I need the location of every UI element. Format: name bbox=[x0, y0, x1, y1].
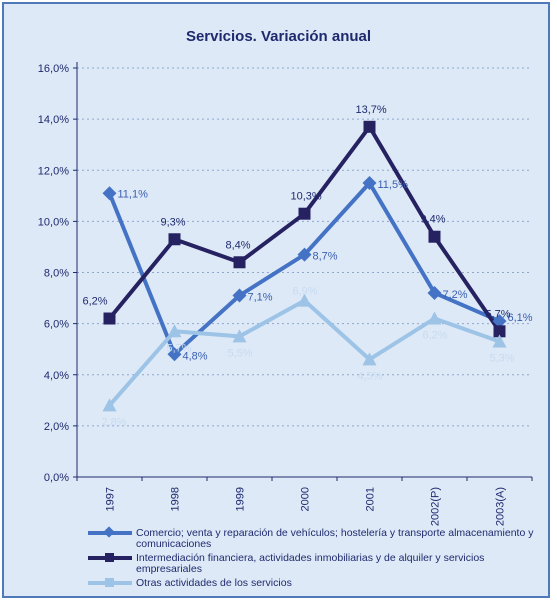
y-tick-label: 8,0% bbox=[44, 268, 69, 280]
y-tick-label: 4,0% bbox=[44, 370, 69, 382]
data-point bbox=[102, 186, 117, 201]
data-label: 6,9% bbox=[293, 286, 318, 298]
data-label: 9,3% bbox=[161, 216, 186, 228]
data-point bbox=[232, 288, 247, 303]
data-point bbox=[428, 230, 441, 243]
x-tick-label: 2003(A) bbox=[495, 487, 507, 526]
data-label: 6,2% bbox=[423, 330, 448, 342]
x-tick-label: 1997 bbox=[105, 487, 117, 511]
data-label: 4,5% bbox=[358, 370, 383, 382]
y-tick-label: 0,0% bbox=[44, 472, 69, 484]
data-label: 11,5% bbox=[378, 179, 409, 191]
legend-swatch-otras bbox=[88, 578, 132, 587]
legend-label-intermediacion: Intermediación financiera, actividades i… bbox=[136, 552, 485, 575]
legend-label-otras: Otras actividades de los servicios bbox=[136, 577, 292, 589]
legend-item-comercio: Comercio; venta y reparación de vehículo… bbox=[88, 528, 548, 550]
data-point bbox=[362, 176, 377, 191]
data-label: 5,5% bbox=[228, 347, 253, 359]
data-point bbox=[297, 293, 312, 307]
legend-label-comercio: Comercio; venta y reparación de vehículo… bbox=[136, 527, 534, 550]
data-point bbox=[492, 314, 507, 329]
data-label: 6,1% bbox=[508, 312, 533, 324]
data-point bbox=[232, 329, 247, 343]
legend-item-intermediacion: Intermediación financiera, actividades i… bbox=[88, 553, 548, 575]
data-label: 4,8% bbox=[183, 350, 208, 362]
legend-swatch-comercio bbox=[88, 531, 132, 535]
y-tick-label: 2,0% bbox=[44, 421, 69, 433]
data-point bbox=[493, 325, 506, 338]
data-label: 5,7% bbox=[486, 308, 511, 320]
data-label: 8,7% bbox=[313, 251, 338, 263]
chart-title: Servicios. Variación anual bbox=[185, 28, 372, 45]
y-tick-label: 10,0% bbox=[38, 216, 69, 228]
data-point bbox=[103, 312, 116, 325]
y-tick-label: 14,0% bbox=[38, 114, 69, 126]
data-point bbox=[363, 120, 376, 133]
data-label: 8,4% bbox=[226, 239, 251, 251]
data-point bbox=[168, 233, 181, 246]
data-point bbox=[233, 256, 246, 269]
data-label: 11,1% bbox=[118, 188, 149, 200]
data-point bbox=[297, 247, 312, 262]
x-tick-label: 1998 bbox=[170, 487, 182, 511]
x-tick-label: 2000 bbox=[300, 487, 312, 511]
data-point bbox=[362, 352, 377, 366]
data-label: 5,7% bbox=[167, 342, 192, 354]
legend: Comercio; venta y reparación de vehículo… bbox=[88, 528, 548, 592]
data-point bbox=[167, 324, 182, 338]
y-tick-label: 12,0% bbox=[38, 165, 69, 177]
x-tick-label: 2001 bbox=[365, 487, 377, 511]
y-tick-label: 6,0% bbox=[44, 319, 69, 331]
data-label: 7,1% bbox=[248, 292, 273, 304]
data-label: 5,3% bbox=[490, 353, 515, 365]
y-tick-label: 16,0% bbox=[38, 63, 69, 75]
chart-frame bbox=[2, 2, 550, 598]
legend-item-otras: Otras actividades de los servicios bbox=[88, 578, 548, 589]
data-point bbox=[167, 347, 182, 362]
data-label: 2,8% bbox=[102, 416, 127, 428]
data-label: 13,7% bbox=[356, 104, 387, 116]
data-point bbox=[492, 334, 507, 348]
data-point bbox=[298, 207, 311, 220]
data-label: 7,2% bbox=[443, 289, 468, 301]
x-tick-label: 2002(P) bbox=[430, 487, 442, 526]
x-tick-label: 1999 bbox=[235, 487, 247, 511]
data-point bbox=[102, 398, 117, 412]
data-label: 9,4% bbox=[421, 214, 446, 226]
data-point bbox=[427, 285, 442, 300]
legend-swatch-intermediacion bbox=[88, 553, 132, 562]
data-point bbox=[427, 311, 442, 325]
data-label: 6,2% bbox=[83, 296, 108, 308]
data-label: 10,3% bbox=[291, 191, 322, 203]
